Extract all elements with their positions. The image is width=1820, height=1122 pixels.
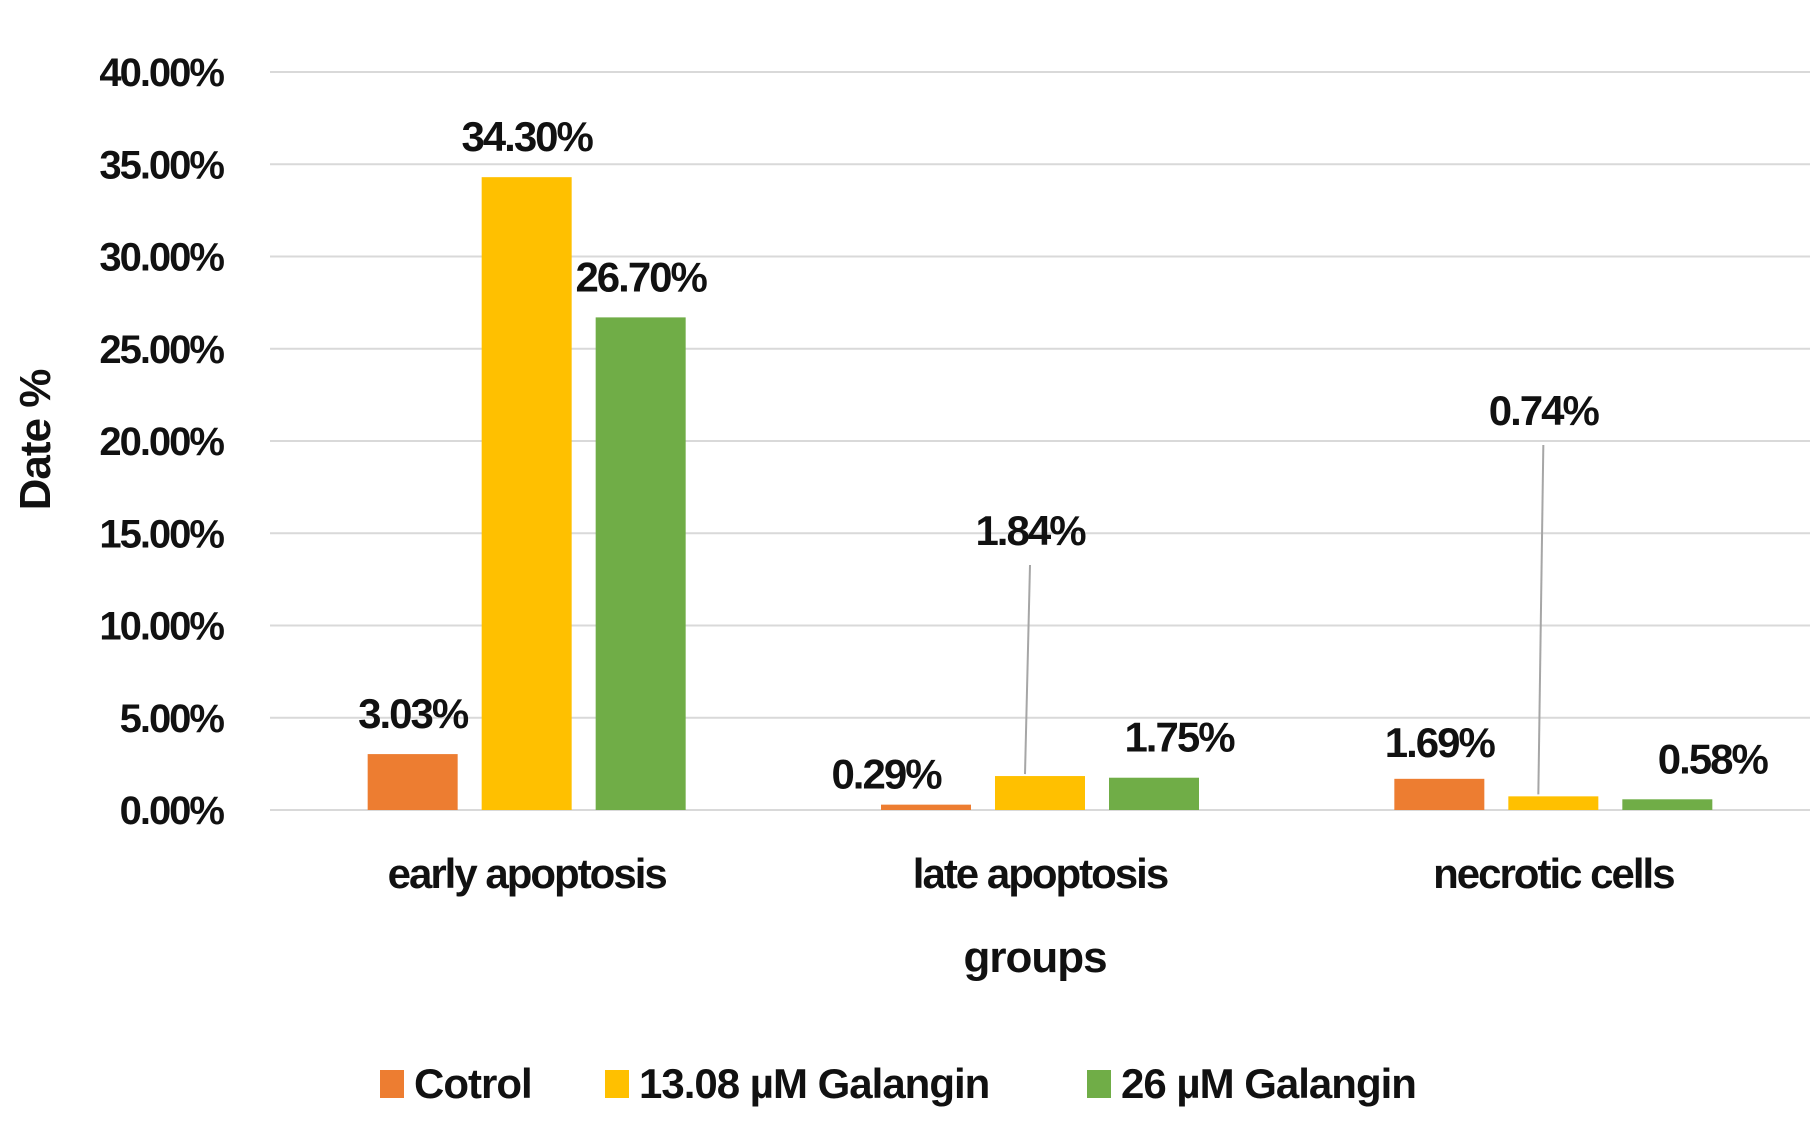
category-label: early apoptosis	[388, 850, 667, 897]
legend-swatch	[605, 1070, 629, 1098]
leader-line	[1024, 564, 1031, 775]
legend: Cotrol 13.08 µM Galangin 26 µM Galangin	[380, 1060, 1417, 1107]
leader-line	[1537, 444, 1545, 795]
y-tick-label: 40.00%	[99, 51, 224, 95]
x-axis-title: groups	[963, 933, 1106, 982]
data-label: 0.74%	[1489, 387, 1600, 434]
legend-label: 26 µM Galangin	[1121, 1060, 1416, 1107]
data-label: 1.69%	[1385, 719, 1496, 766]
y-tick-label: 35.00%	[99, 143, 224, 187]
legend-swatch	[1087, 1070, 1111, 1098]
data-label: 1.75%	[1124, 714, 1235, 761]
data-label: 34.30%	[461, 113, 593, 160]
data-label: 3.03%	[358, 690, 469, 737]
y-axis-title: Date %	[11, 370, 60, 511]
y-axis-tick-labels: 0.00% 5.00% 10.00% 15.00% 20.00% 25.00% 30.00%…	[99, 51, 226, 833]
data-labels: 3.03% 34.30% 26.70% 0.29% 1.84% 1.75% 1.69% 0.7…	[358, 113, 1770, 798]
bar	[1109, 777, 1199, 810]
bar	[1622, 799, 1713, 810]
bar	[1508, 796, 1599, 810]
data-label: 26.70%	[575, 253, 707, 300]
bar	[481, 177, 572, 811]
bar	[995, 776, 1085, 810]
legend-swatch	[380, 1070, 404, 1098]
category-label: necrotic cells	[1433, 850, 1674, 897]
legend-label: 13.08 µM Galangin	[639, 1060, 989, 1107]
y-tick-label: 30.00%	[99, 236, 224, 280]
bar	[367, 754, 458, 810]
y-tick-label: 15.00%	[99, 512, 224, 556]
bar	[881, 804, 971, 810]
bar	[595, 317, 686, 810]
data-label: 0.29%	[831, 751, 942, 798]
legend-label: Cotrol	[414, 1060, 532, 1107]
y-tick-label: 10.00%	[99, 605, 224, 649]
label-leader-lines	[1024, 444, 1545, 795]
y-tick-label: 25.00%	[99, 328, 224, 372]
y-tick-label: 0.00%	[120, 789, 225, 833]
category-label: late apoptosis	[913, 850, 1168, 897]
y-tick-label: 20.00%	[99, 420, 224, 464]
bars	[367, 177, 1713, 811]
data-label: 1.84%	[975, 507, 1086, 554]
y-tick-label: 5.00%	[120, 697, 225, 741]
x-axis-category-labels: early apoptosis late apoptosis necrotic ce…	[388, 850, 1677, 897]
bar	[1394, 778, 1485, 810]
data-label: 0.58%	[1658, 735, 1769, 782]
